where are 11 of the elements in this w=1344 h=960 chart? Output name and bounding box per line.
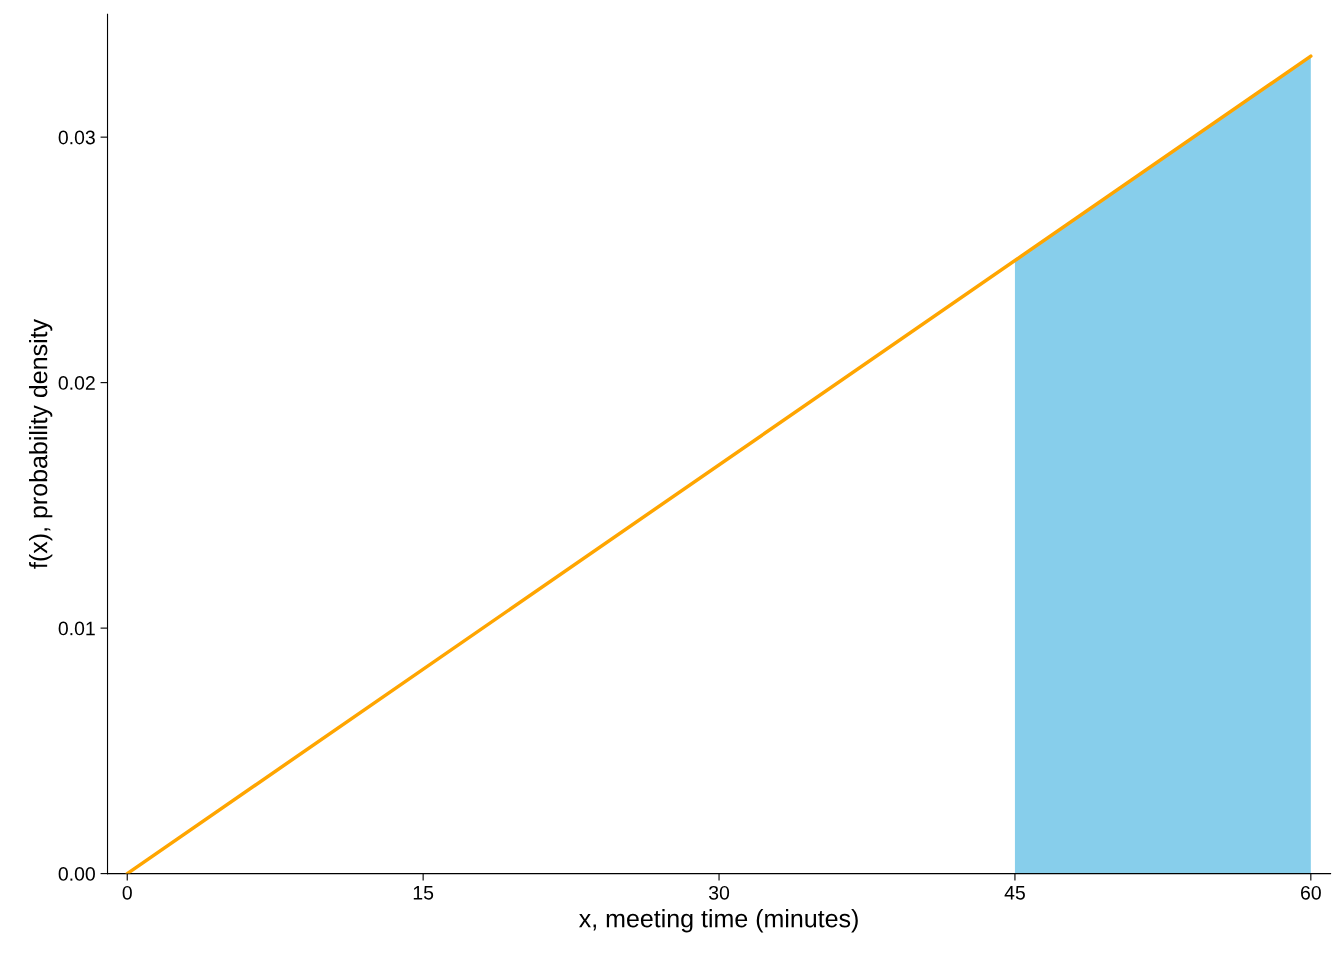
x-tick-label: 0 <box>122 885 132 900</box>
x-tick-label: 60 <box>1301 885 1321 900</box>
y-tick-label: 0.03 <box>58 130 95 145</box>
y-tick-label: 0.00 <box>58 867 95 881</box>
y-axis-title: f(x), probability density <box>29 318 53 569</box>
y-tick-label: 0.02 <box>58 376 95 390</box>
x-tick-label: 15 <box>413 886 434 900</box>
x-tick-label: 30 <box>708 885 730 900</box>
x-axis-title: x, meeting time (minutes) <box>579 909 858 933</box>
x-tick-label: 45 <box>1004 886 1025 900</box>
y-tick-label: 0.01 <box>58 621 95 636</box>
